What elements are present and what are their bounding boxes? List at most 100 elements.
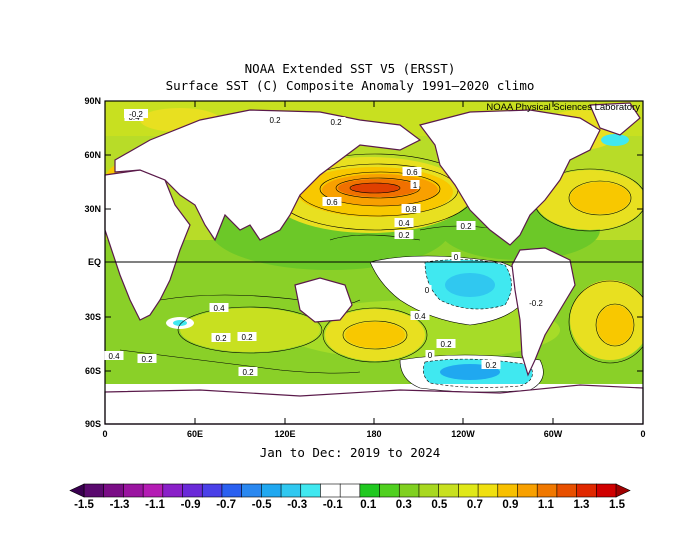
contour-label: 0.4 — [104, 351, 124, 361]
colorbar-label: 1.5 — [609, 499, 626, 511]
colorbar-label: 0.5 — [431, 499, 448, 511]
contour-label: 0.2 — [456, 221, 476, 231]
colorbar-swatch — [142, 483, 164, 498]
colorbar-swatch — [241, 483, 262, 498]
svg-text:0: 0 — [425, 286, 430, 295]
colorbar-label: 0.7 — [467, 499, 483, 511]
lat-tick-label: 90S — [85, 419, 101, 429]
colorbar-swatch — [280, 483, 302, 498]
contour-label: 0.6 — [402, 167, 422, 177]
colorbar-swatch — [221, 483, 243, 498]
colorbar-swatch — [261, 483, 282, 498]
colorbar-swatch — [536, 483, 558, 498]
north-america — [418, 109, 601, 246]
contour-label: 0.2 — [137, 354, 157, 364]
colorbar-label: -1.5 — [74, 499, 94, 511]
colorbar-swatch — [497, 483, 519, 498]
land-masses — [104, 102, 644, 425]
svg-text:1: 1 — [413, 181, 418, 190]
svg-text:-0.2: -0.2 — [129, 110, 143, 119]
colorbar-swatch — [438, 483, 459, 498]
contour-label: 0.2 — [394, 230, 414, 240]
lat-tick-label: 60N — [84, 150, 101, 160]
lat-tick-label: 90N — [84, 96, 101, 106]
contour-label: -0.2 — [524, 298, 548, 308]
contour-label: 0.4 — [410, 311, 430, 321]
svg-text:-0.2: -0.2 — [529, 299, 543, 308]
colorbar-label: -0.5 — [252, 499, 272, 511]
colorbar-swatch — [103, 483, 125, 498]
colorbar-label: 1.1 — [538, 499, 555, 511]
south-america — [511, 247, 576, 377]
svg-text:0.2: 0.2 — [242, 368, 254, 377]
svg-text:0.2: 0.2 — [330, 118, 342, 127]
svg-text:0.6: 0.6 — [326, 198, 338, 207]
colorbar-swatch — [517, 483, 538, 498]
contour-label: 0.2 — [481, 360, 501, 370]
colorbar-swatch — [556, 483, 578, 498]
colorbar-swatch — [359, 483, 381, 498]
colorbar-swatch — [300, 483, 322, 498]
lat-tick-label: EQ — [88, 257, 101, 267]
colorbar: -1.5 -1.3 -1.1 -0.9 -0.7 -0.5 -0.3 -0.1 0.1 0.3 0.… — [69, 483, 631, 511]
contour-label: 0.2 — [326, 117, 346, 127]
svg-text:0.2: 0.2 — [460, 222, 472, 231]
svg-text:0.2: 0.2 — [485, 361, 497, 370]
contour-label: 0.2 — [265, 115, 285, 125]
svg-text:0.8: 0.8 — [405, 205, 417, 214]
svg-text:0.2: 0.2 — [398, 231, 410, 240]
contour-label: 1 — [410, 180, 420, 190]
lon-tick-label: 120E — [274, 429, 295, 439]
colorbar-label: -1.1 — [145, 499, 165, 511]
lon-tick-label: 0 — [640, 429, 645, 439]
colorbar-swatch — [162, 483, 184, 498]
colorbar-swatch — [418, 483, 440, 498]
colorbar-label: 0.9 — [502, 499, 518, 511]
colorbar-swatch — [339, 483, 361, 498]
colorbar-swatch — [477, 483, 499, 498]
chart-title: NOAA Extended SST V5 (ERSST) — [244, 61, 456, 76]
chart-subtitle: Surface SST (C) Composite Anomaly 1991–2… — [165, 78, 535, 93]
contour-label: 0.4 — [394, 218, 414, 228]
colorbar-label: 0.3 — [396, 499, 412, 511]
colorbar-swatch — [123, 483, 144, 498]
colorbar-max-arrow — [615, 483, 631, 498]
contour-label: 0.2 — [237, 332, 257, 342]
lon-tick-label: 0 — [102, 429, 107, 439]
credit-label: NOAA Physical Sciences Laboratory — [486, 102, 640, 113]
colorbar-label: -1.3 — [110, 499, 130, 511]
contour-label: 0.4 — [209, 303, 229, 313]
contour-label: 0 — [425, 350, 435, 360]
colorbar-label: 1.3 — [573, 499, 589, 511]
svg-text:0.2: 0.2 — [440, 340, 452, 349]
contour-label: -0.2 — [124, 109, 148, 119]
colorbar-swatch — [182, 483, 203, 498]
colorbar-swatch — [595, 483, 617, 498]
colorbar-min-arrow — [69, 483, 85, 498]
svg-text:0.2: 0.2 — [141, 355, 153, 364]
greenland — [589, 102, 641, 136]
colorbar-label: 0.1 — [360, 499, 377, 511]
contour-label: 0.8 — [401, 204, 421, 214]
africa — [104, 169, 191, 321]
colorbar-swatch — [201, 483, 223, 498]
svg-text:0.4: 0.4 — [414, 312, 426, 321]
svg-text:0.4: 0.4 — [398, 219, 410, 228]
colorbar-swatch — [320, 483, 341, 498]
colorbar-swatch — [83, 483, 105, 498]
svg-text:0.2: 0.2 — [215, 334, 227, 343]
contour-label: 0.2 — [211, 333, 231, 343]
colorbar-label: -0.1 — [323, 499, 343, 511]
svg-text:0.2: 0.2 — [269, 116, 281, 125]
colorbar-swatch — [398, 483, 420, 498]
australia — [294, 277, 353, 323]
colorbar-label: -0.3 — [287, 499, 307, 511]
contour-label: 0 — [451, 252, 461, 262]
lon-tick-label: 60W — [544, 429, 563, 439]
lat-tick-label: 30N — [84, 204, 101, 214]
svg-text:0.4: 0.4 — [213, 304, 225, 313]
lon-tick-label: 180 — [366, 429, 381, 439]
contour-label: 0 — [422, 285, 432, 295]
lon-axis: 0 60E 120E 180 120W 60W 0 — [102, 101, 646, 439]
